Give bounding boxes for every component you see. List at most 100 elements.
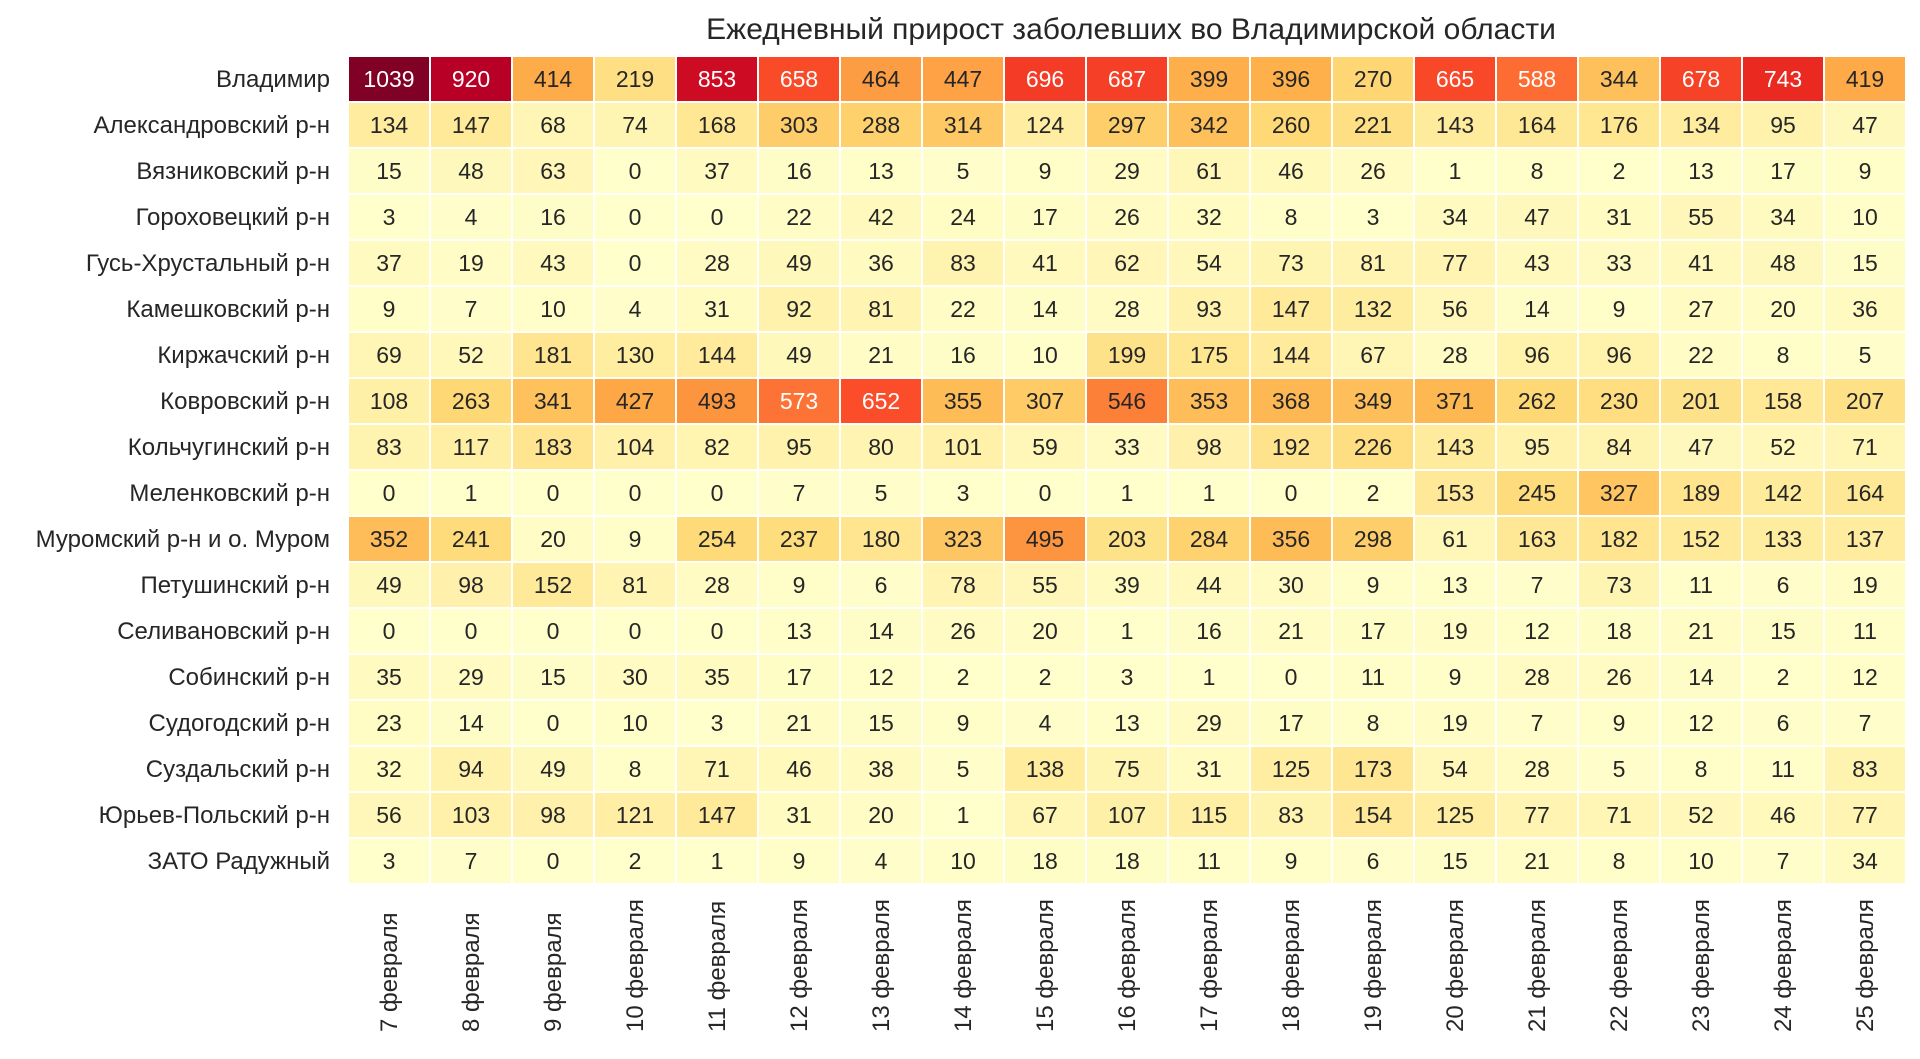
cell-value: 15 xyxy=(540,664,566,690)
cell-value: 56 xyxy=(1442,296,1468,322)
heatmap-cell xyxy=(1823,837,1907,885)
column-label: 7 февраля xyxy=(376,912,403,1032)
heatmap-cell xyxy=(1167,469,1251,517)
cell-value: 687 xyxy=(1108,66,1146,92)
cell-value: 115 xyxy=(1191,802,1228,828)
heatmap-cell xyxy=(1577,837,1661,885)
heatmap-cell xyxy=(757,837,841,885)
cell-value: 82 xyxy=(704,434,730,460)
cell-value: 77 xyxy=(1442,250,1468,276)
heatmap-cell xyxy=(1577,423,1661,471)
heatmap-cell xyxy=(1659,653,1743,701)
cell-value: 182 xyxy=(1600,526,1638,552)
heatmap-cell xyxy=(1249,285,1333,333)
cell-value: 164 xyxy=(1518,112,1557,138)
heatmap-cell xyxy=(1659,515,1743,563)
cell-value: 10 xyxy=(950,848,976,874)
cell-value: 9 xyxy=(957,710,970,736)
cell-value: 62 xyxy=(1114,250,1140,276)
cell-value: 73 xyxy=(1606,572,1632,598)
cell-value: 41 xyxy=(1032,250,1058,276)
cell-value: 144 xyxy=(698,342,737,368)
cell-value: 103 xyxy=(452,802,490,828)
cell-value: 11 xyxy=(1853,618,1877,644)
heatmap-cell xyxy=(1331,377,1415,425)
cell-value: 0 xyxy=(547,848,560,874)
cell-value: 0 xyxy=(629,618,642,644)
column-label: 17 февраля xyxy=(1196,899,1223,1032)
row-label: Селивановский р-н xyxy=(117,618,330,645)
heatmap-cell xyxy=(347,423,431,471)
heatmap-cell xyxy=(1085,239,1169,287)
cell-value: 49 xyxy=(786,342,812,368)
heatmap-cell xyxy=(511,515,595,563)
cell-value: 26 xyxy=(1114,204,1140,230)
cell-value: 314 xyxy=(944,112,983,138)
heatmap-cell xyxy=(757,101,841,149)
heatmap-cell xyxy=(1659,147,1743,195)
cell-value: 4 xyxy=(629,296,642,322)
cell-value: 4 xyxy=(1039,710,1052,736)
cell-value: 546 xyxy=(1108,388,1146,414)
heatmap-cell xyxy=(1823,285,1907,333)
cell-value: 22 xyxy=(1688,342,1714,368)
heatmap-cell xyxy=(1249,515,1333,563)
cell-value: 2 xyxy=(1777,664,1790,690)
heatmap-cell xyxy=(1331,561,1415,609)
heatmap-cell xyxy=(1249,55,1333,103)
cell-value: 175 xyxy=(1190,342,1228,368)
cell-value: 427 xyxy=(616,388,654,414)
heatmap-cell xyxy=(1823,699,1907,747)
heatmap-cell xyxy=(1577,147,1661,195)
heatmap-cell xyxy=(1085,55,1169,103)
cell-value: 14 xyxy=(868,618,894,644)
heatmap-cell xyxy=(593,515,677,563)
heatmap-cell xyxy=(1577,55,1661,103)
cell-value: 18 xyxy=(1606,618,1632,644)
heatmap-cell xyxy=(429,193,513,241)
cell-value: 10 xyxy=(540,296,566,322)
cell-value: 19 xyxy=(1852,572,1878,598)
cell-value: 8 xyxy=(1367,710,1380,736)
cell-value: 7 xyxy=(465,848,478,874)
cell-value: 41 xyxy=(1688,250,1714,276)
heatmap-cell xyxy=(1331,55,1415,103)
cell-value: 77 xyxy=(1524,802,1550,828)
heatmap-cell xyxy=(511,745,595,793)
cell-value: 7 xyxy=(1531,572,1544,598)
cell-value: 78 xyxy=(950,572,976,598)
heatmap-cell xyxy=(1823,791,1907,839)
heatmap-cell xyxy=(1413,515,1497,563)
cell-value: 28 xyxy=(1114,296,1140,322)
row-label: Вязниковский р-н xyxy=(136,158,330,185)
cell-value: 9 xyxy=(629,526,642,552)
cell-value: 74 xyxy=(622,112,648,138)
cell-value: 6 xyxy=(1367,848,1380,874)
cell-value: 35 xyxy=(376,664,402,690)
heatmap-cell xyxy=(1413,55,1497,103)
cell-value: 134 xyxy=(370,112,409,138)
column-label: 11 февраля xyxy=(704,901,731,1032)
heatmap-cell xyxy=(511,285,595,333)
cell-value: 17 xyxy=(1278,710,1304,736)
row-label: Ковровский р-н xyxy=(160,388,330,415)
heatmap-cell xyxy=(1331,837,1415,885)
cell-value: 71 xyxy=(1606,802,1632,828)
cell-value: 39 xyxy=(1114,572,1140,598)
cell-value: 163 xyxy=(1518,526,1556,552)
heatmap-cell xyxy=(1249,147,1333,195)
column-label: 19 февраля xyxy=(1360,899,1387,1032)
cell-value: 1 xyxy=(957,802,970,828)
heatmap-cell xyxy=(1003,377,1087,425)
heatmap-cell xyxy=(1085,147,1169,195)
cell-value: 20 xyxy=(868,802,894,828)
cell-value: 107 xyxy=(1108,802,1146,828)
row-label: Камешковский р-н xyxy=(126,296,330,323)
cell-value: 48 xyxy=(1770,250,1796,276)
heatmap-cell xyxy=(429,607,513,655)
row-label: Судогодский р-н xyxy=(148,710,330,737)
heatmap-cell xyxy=(1413,653,1497,701)
cell-value: 95 xyxy=(786,434,812,460)
cell-value: 96 xyxy=(1524,342,1550,368)
